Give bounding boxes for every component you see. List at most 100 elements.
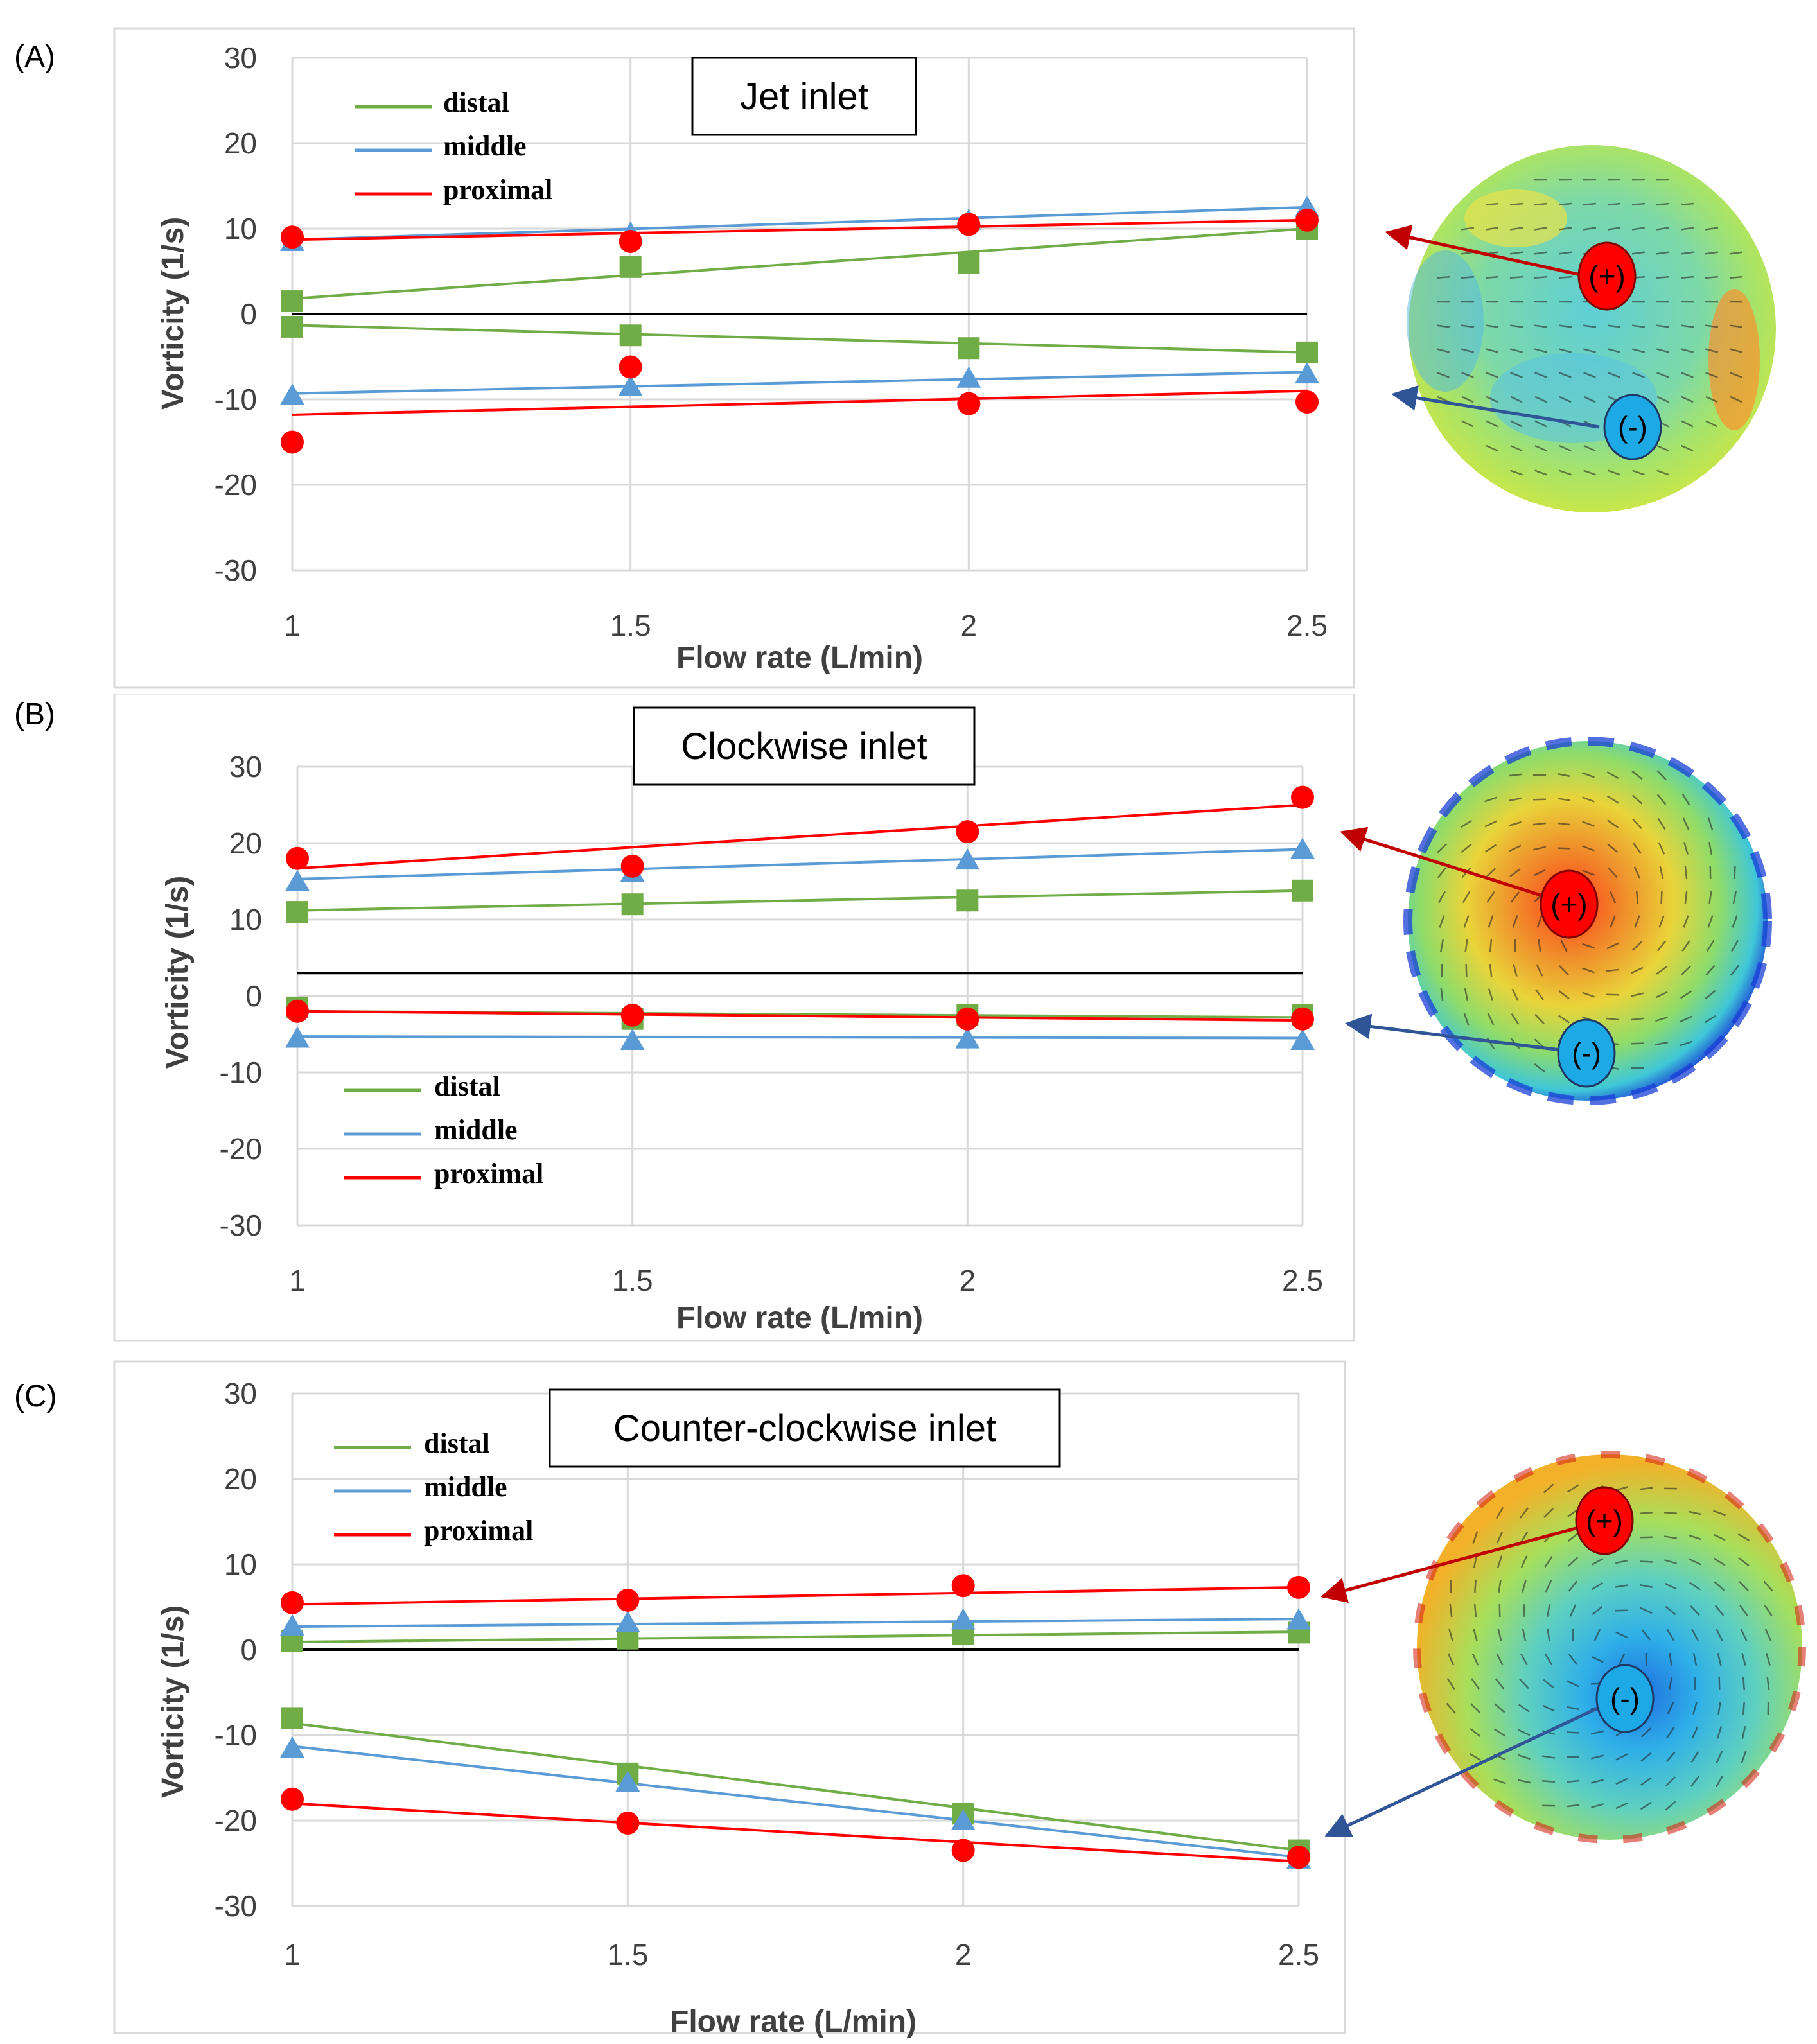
velocity-vector (1705, 420, 1718, 428)
velocity-vector (1558, 990, 1570, 1000)
series-group (285, 785, 1315, 1051)
panel-b: (B) 30 20 10 0 -10 -20 -30 1 1.5 2 2.5 Vorticity (… (0, 694, 1817, 1355)
velocity-vector (1681, 793, 1690, 806)
positive-arrow (1321, 1519, 1605, 1603)
velocity-vector (1615, 1753, 1628, 1761)
velocity-vector (1534, 1063, 1545, 1073)
y-tick-label: -20 (215, 1804, 257, 1837)
velocity-vector (1439, 939, 1444, 953)
velocity-vector (1583, 348, 1596, 353)
velocity-vector (1713, 1533, 1726, 1541)
marker-middle-negative (615, 1770, 640, 1792)
chart-b: (B) 30 20 10 0 -10 -20 -30 1 1.5 2 2.5 Vorticity (… (14, 694, 1772, 1342)
velocity-vector (1615, 1802, 1628, 1810)
panel-c: (C) 30 20 10 0 -10 -20 -30 1 1.5 2 2.5 Vorticity (… (0, 1355, 1817, 2044)
marker-proximal-positive (281, 225, 304, 249)
velocity-vector (1641, 1629, 1651, 1641)
velocity-vector (1681, 372, 1694, 378)
velocity-vector (1666, 1727, 1675, 1738)
trend-line-proximal-positive (292, 218, 1308, 241)
panel-label: (C) (14, 1379, 57, 1413)
trend-line-distal-positive (297, 889, 1303, 912)
velocity-vector (1656, 324, 1670, 328)
velocity-vector (1592, 1605, 1603, 1616)
velocity-vector (1655, 991, 1668, 999)
velocity-vector (1436, 843, 1448, 853)
velocity-vector (1488, 915, 1494, 928)
velocity-vector (1713, 1510, 1726, 1516)
velocity-vector (1665, 1605, 1676, 1616)
velocity-vector (1615, 1486, 1628, 1491)
velocity-vector (1568, 1654, 1578, 1665)
velocity-vector (1608, 867, 1618, 878)
marker-proximal-negative (1291, 1007, 1314, 1031)
y-tick-label: 10 (224, 212, 257, 245)
velocity-vector (1495, 1678, 1505, 1690)
velocity-vector (1510, 891, 1520, 903)
trend-line-middle-negative (292, 1745, 1299, 1859)
velocity-vector (1691, 1726, 1699, 1739)
velocity-vector (1566, 1804, 1580, 1808)
velocity-vector (1669, 1652, 1672, 1666)
y-tick-label: -10 (215, 383, 257, 416)
velocity-vector (1668, 1677, 1673, 1691)
panel-label: (A) (14, 40, 55, 74)
marker-proximal-positive (1291, 785, 1314, 809)
velocity-vector (1484, 796, 1497, 803)
marker-distal-positive (1292, 879, 1313, 902)
marker-middle-negative (285, 1026, 310, 1048)
velocity-vector (1729, 251, 1743, 255)
marker-middle-negative (620, 1029, 645, 1051)
velocity-vector (1438, 891, 1446, 904)
velocity-vector (1615, 1584, 1629, 1588)
velocity-vector (1766, 1653, 1771, 1666)
velocity-vector (1705, 372, 1718, 378)
velocity-vector (1509, 868, 1521, 877)
positive-arrow (1340, 826, 1570, 906)
velocity-vector (1509, 202, 1523, 206)
velocity-vector (1486, 891, 1495, 904)
velocity-vector (1489, 963, 1493, 977)
velocity-vector (1486, 444, 1498, 452)
velocity-vector (1486, 396, 1498, 403)
velocity-vector (1558, 275, 1572, 279)
velocity-vector (1582, 943, 1595, 949)
velocity-vector (1545, 1580, 1552, 1593)
velocity-vector (1707, 817, 1714, 830)
velocity-vector (1473, 1629, 1478, 1641)
velocity-vector (1706, 939, 1715, 952)
velocity-vector (1569, 1604, 1577, 1617)
contour-rim (1403, 737, 1772, 1105)
velocity-vector (1486, 372, 1498, 378)
velocity-vector (1566, 1756, 1580, 1758)
x-tick-label: 1.5 (607, 1938, 648, 1971)
chart-title: Counter-clockwise inlet (613, 1408, 996, 1449)
x-axis-title: Flow rate (L/min) (676, 1301, 923, 1335)
velocity-vector (1494, 1703, 1505, 1713)
velocity-vector (1541, 1779, 1556, 1783)
velocity-vector (1534, 1013, 1545, 1025)
velocity-vector (1659, 866, 1664, 880)
velocity-vector (1683, 842, 1689, 855)
velocity-vector (1496, 1653, 1504, 1666)
velocity-vector (1583, 469, 1596, 476)
legend-label-middle: middle (443, 130, 527, 162)
x-tick-label: 1.5 (610, 609, 651, 642)
trend-line-proximal-negative (292, 389, 1308, 416)
marker-proximal-negative (957, 392, 981, 415)
velocity-vector (1559, 348, 1572, 353)
velocity-vector (1680, 251, 1694, 255)
positive-vortex-label: (+) (1586, 1504, 1623, 1537)
velocity-vector (1606, 942, 1619, 950)
velocity-vector (1742, 1677, 1746, 1691)
y-tick-label: 30 (224, 41, 257, 74)
velocity-vector (1593, 1629, 1601, 1641)
negative-arrow (1324, 1693, 1626, 1837)
velocity-vector (1631, 227, 1646, 231)
velocity-vector (1655, 1016, 1668, 1022)
marker-proximal-negative (281, 430, 304, 454)
velocity-vector (1559, 444, 1572, 452)
velocity-vector (1681, 444, 1694, 452)
velocity-vector (1543, 1679, 1554, 1689)
velocity-vector (1681, 348, 1694, 353)
